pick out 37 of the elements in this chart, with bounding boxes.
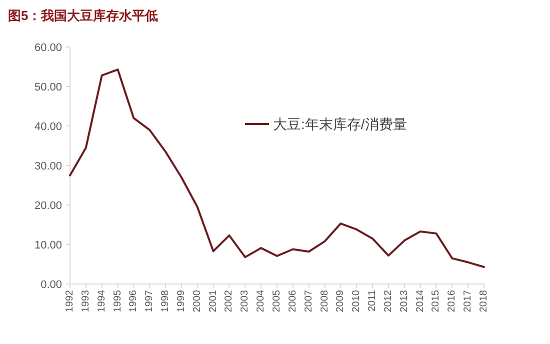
x-tick-label: 2003: [240, 290, 251, 312]
chart-title: 图5：我国大豆库存水平低: [8, 8, 158, 23]
x-tick-label: 2007: [303, 290, 314, 312]
x-tick-label: 2011: [367, 290, 378, 312]
x-tick-label: 2000: [192, 290, 203, 312]
x-tick-label: 2018: [478, 290, 490, 312]
x-tick-label: 1998: [160, 290, 172, 312]
line-series: [69, 68, 485, 268]
x-tick-label: 2013: [398, 290, 410, 312]
x-tick-label: 2008: [319, 290, 330, 312]
x-tick-label: 2016: [446, 290, 458, 312]
y-tick-label: 20.00: [34, 200, 62, 212]
x-tick-label: 1994: [96, 290, 108, 312]
x-tick-label: 1995: [112, 290, 124, 312]
x-tick-label: 2015: [430, 290, 442, 312]
x-tick-label: 2001: [208, 290, 219, 312]
x-tick-label: 2006: [287, 290, 298, 312]
x-tick-label: 2014: [414, 290, 426, 312]
x-tick-label: 1992: [64, 290, 76, 312]
x-tick-label: 2017: [462, 290, 474, 312]
y-tick-label: 40.00: [34, 121, 62, 133]
y-tick-label: 50.00: [34, 82, 62, 94]
x-tick-label: 1993: [80, 290, 92, 312]
x-tick-label: 2002: [224, 290, 235, 312]
y-tick-label: 10.00: [34, 240, 62, 252]
x-tick-label: 2009: [335, 290, 346, 312]
x-tick-label: 2010: [351, 290, 362, 312]
y-tick-label: 30.00: [34, 160, 62, 172]
x-tick-label: 1996: [128, 290, 140, 312]
legend-label: 大豆:年末库存/消费量: [273, 116, 407, 132]
x-tick-label: 1997: [144, 290, 156, 312]
x-tick-label: 2012: [382, 290, 394, 312]
x-tick-label: 2004: [256, 290, 267, 312]
y-tick-label: 60.00: [34, 42, 62, 54]
y-tick-label: 0.00: [40, 279, 62, 291]
x-tick-label: 2005: [272, 290, 282, 312]
x-tick-label: 1999: [176, 290, 187, 312]
